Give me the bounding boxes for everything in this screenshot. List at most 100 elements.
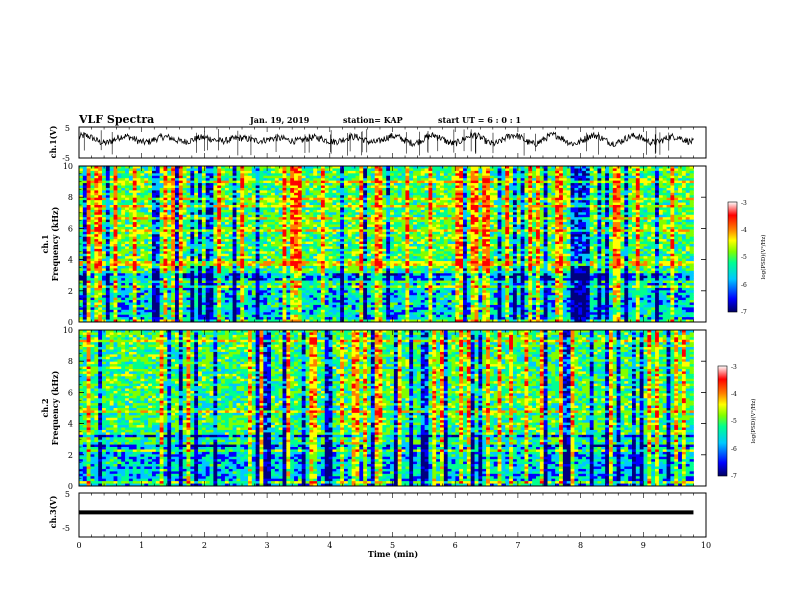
- spectrogram-cell: [175, 227, 179, 230]
- spectrogram-cell: [148, 212, 152, 215]
- spectrogram-cell: [210, 300, 214, 303]
- spectrogram-cell: [302, 300, 306, 303]
- spectrogram-cell: [248, 249, 252, 252]
- spectrogram-cell: [252, 268, 256, 271]
- spectrogram-cell: [279, 227, 283, 230]
- spectrogram-cell: [129, 193, 133, 196]
- spectrogram-cell: [263, 237, 267, 240]
- spectrogram-cell: [167, 315, 171, 318]
- spectrogram-cell: [225, 178, 229, 181]
- spectrogram-cell: [348, 293, 352, 296]
- spectrogram-cell: [148, 305, 152, 308]
- spectrogram-cell: [133, 205, 137, 208]
- spectrogram-cell: [367, 268, 371, 271]
- spectrogram-cell: [363, 271, 367, 274]
- spectrogram-cell: [125, 181, 129, 184]
- spectrogram-cell: [260, 278, 264, 281]
- spectrogram-cell: [352, 239, 356, 242]
- spectrogram-cell: [217, 244, 221, 247]
- spectrogram-cell: [279, 188, 283, 191]
- spectrogram-cell: [98, 244, 102, 247]
- spectrogram-cell: [129, 203, 133, 206]
- spectrogram-cell: [290, 281, 294, 284]
- spectrogram-cell: [217, 207, 221, 210]
- spectrogram-cell: [340, 168, 344, 171]
- spectrogram-cell: [363, 222, 367, 225]
- spectrogram-cell: [152, 203, 156, 206]
- spectrogram-cell: [356, 315, 360, 318]
- spectrogram-cell: [117, 195, 121, 198]
- spectrogram-cell: [140, 186, 144, 189]
- spectrogram-cell: [160, 312, 164, 315]
- spectrogram-cell: [363, 312, 367, 315]
- spectrogram-cell: [102, 207, 106, 210]
- spectrogram-cell: [194, 205, 198, 208]
- spectrogram-cell: [171, 193, 175, 196]
- spectrogram-cell: [217, 249, 221, 252]
- spectrogram-cell: [267, 315, 271, 318]
- spectrogram-cell: [340, 298, 344, 301]
- spectrogram-cell: [233, 239, 237, 242]
- spectrogram-cell: [344, 171, 348, 174]
- spectrogram-cell: [221, 186, 225, 189]
- spectrogram-cell: [221, 195, 225, 198]
- spectrogram-cell: [98, 210, 102, 213]
- spectrogram-cell: [163, 203, 167, 206]
- spectrogram-cell: [306, 254, 310, 257]
- spectrogram-cell: [91, 261, 95, 264]
- spectrogram-cell: [348, 198, 352, 201]
- spectrogram-cell: [102, 210, 106, 213]
- spectrogram-cell: [244, 261, 248, 264]
- spectrogram-cell: [125, 200, 129, 203]
- spectrogram-cell: [298, 307, 302, 310]
- spectrogram-cell: [94, 244, 98, 247]
- spectrogram-cell: [233, 278, 237, 281]
- spectrogram-cell: [87, 317, 91, 320]
- spectrogram-cell: [298, 256, 302, 259]
- spectrogram-cell: [133, 234, 137, 237]
- spectrogram-cell: [298, 278, 302, 281]
- spectrogram-cell: [229, 290, 233, 293]
- spectrogram-cell: [336, 198, 340, 201]
- spectrogram-cell: [367, 171, 371, 174]
- spectrogram-cell: [286, 317, 290, 320]
- spectrogram-cell: [129, 259, 133, 262]
- spectrogram-cell: [340, 290, 344, 293]
- spectrogram-cell: [356, 168, 360, 171]
- spectrogram-cell: [121, 186, 125, 189]
- spectrogram-cell: [306, 229, 310, 232]
- spectrogram-cell: [91, 290, 95, 293]
- spectrogram-cell: [106, 317, 110, 320]
- spectrogram-cell: [325, 168, 329, 171]
- spectrogram-cell: [144, 207, 148, 210]
- spectrogram-cell: [329, 190, 333, 193]
- spectrogram-cell: [248, 210, 252, 213]
- spectrogram-cell: [348, 205, 352, 208]
- spectrogram-cell: [210, 281, 214, 284]
- spectrogram-cell: [79, 176, 83, 179]
- spectrogram-cell: [371, 183, 375, 186]
- spectrogram-cell: [213, 232, 217, 235]
- spectrogram-cell: [187, 207, 191, 210]
- spectrogram-cell: [152, 176, 156, 179]
- spectrogram-cell: [371, 315, 375, 318]
- spectrogram-cell: [110, 225, 114, 228]
- spectrogram-cell: [102, 225, 106, 228]
- spectrogram-cell: [87, 300, 91, 303]
- spectrogram-cell: [244, 285, 248, 288]
- spectrogram-cell: [275, 217, 279, 220]
- spectrogram-cell: [217, 281, 221, 284]
- spectrogram-cell: [198, 178, 202, 181]
- spectrogram-cell: [306, 266, 310, 269]
- spectrogram-cell: [279, 303, 283, 306]
- spectrogram-cell: [110, 190, 114, 193]
- spectrogram-cell: [298, 227, 302, 230]
- spectrogram-cell: [371, 303, 375, 306]
- spectrogram-cell: [144, 176, 148, 179]
- spectrogram-cell: [313, 242, 317, 245]
- spectrogram-cell: [283, 168, 287, 171]
- spectrogram-cell: [140, 220, 144, 223]
- spectrogram-cell: [225, 210, 229, 213]
- spectrogram-cell: [148, 307, 152, 310]
- spectrogram-cell: [332, 264, 336, 267]
